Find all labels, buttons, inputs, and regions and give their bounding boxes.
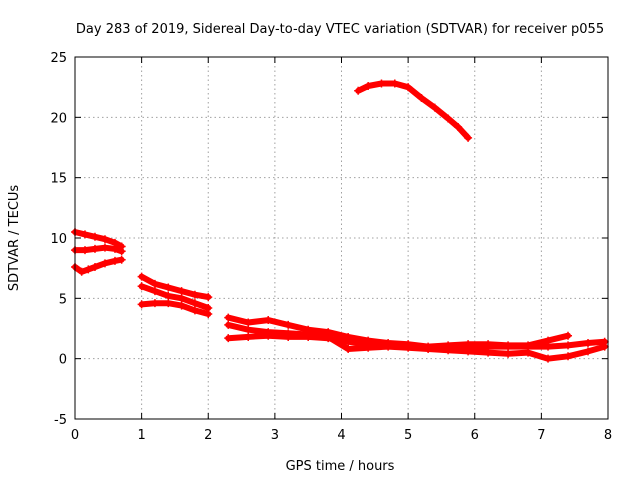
data-point-marker	[364, 343, 373, 352]
data-point-marker	[464, 347, 473, 356]
data-point-marker	[244, 318, 253, 327]
data-point-marker	[190, 290, 199, 299]
plot-frame	[74, 56, 609, 420]
x-tick-label: 4	[337, 428, 345, 443]
data-point-marker	[504, 342, 513, 351]
data-point-marker	[484, 348, 493, 357]
x-tick-label: 8	[604, 428, 612, 443]
data-point-marker	[404, 83, 413, 92]
x-tick-label: 7	[537, 428, 545, 443]
data-point-marker	[354, 86, 363, 95]
data-point-marker	[264, 328, 273, 337]
data-trace-seg2b	[138, 283, 212, 311]
x-tick-label: 0	[71, 428, 79, 443]
data-point-marker	[564, 331, 573, 340]
data-point-marker	[117, 255, 126, 264]
data-point-marker	[564, 341, 573, 350]
y-tick-label: 20	[50, 111, 67, 126]
data-point-marker	[584, 347, 593, 356]
data-point-marker	[244, 332, 253, 341]
data-point-marker	[364, 81, 373, 90]
data-point-marker	[80, 230, 89, 239]
data-point-marker	[384, 342, 393, 351]
y-tick-label: 25	[50, 51, 67, 66]
data-point-marker	[304, 330, 313, 339]
data-point-marker	[190, 299, 199, 308]
data-point-marker	[164, 299, 173, 308]
data-point-marker	[177, 294, 186, 303]
data-point-marker	[584, 338, 593, 347]
data-point-marker	[150, 299, 159, 308]
data-point-marker	[504, 349, 513, 358]
data-point-marker	[424, 345, 433, 354]
x-tick-label: 3	[271, 428, 279, 443]
data-point-marker	[404, 343, 413, 352]
y-axis-label: SDTVAR / TECUs	[7, 185, 22, 292]
data-point-marker	[100, 235, 109, 244]
data-point-marker	[264, 316, 273, 325]
chart-title: Day 283 of 2019, Sidereal Day-to-day VTE…	[76, 22, 604, 37]
data-point-marker	[464, 133, 473, 142]
data-point-marker	[137, 300, 146, 309]
data-point-marker	[564, 352, 573, 361]
data-point-marker	[164, 283, 173, 292]
data-point-marker	[204, 310, 213, 319]
data-point-marker	[544, 354, 553, 363]
x-tick-label: 6	[471, 428, 479, 443]
data-point-marker	[110, 244, 119, 253]
data-point-marker	[224, 334, 233, 343]
data-point-marker	[224, 320, 233, 329]
data-point-marker	[177, 301, 186, 310]
x-tick-label: 1	[137, 428, 145, 443]
data-point-marker	[204, 293, 213, 302]
data-point-marker	[150, 279, 159, 288]
data-point-marker	[284, 320, 293, 329]
data-point-marker	[84, 265, 93, 274]
y-tick-label: 15	[50, 172, 67, 187]
x-tick-label: 2	[204, 428, 212, 443]
y-tick-label: 5	[59, 292, 67, 307]
data-point-marker	[77, 267, 86, 276]
y-tick-label: 0	[59, 353, 67, 368]
data-point-marker	[80, 246, 89, 255]
data-point-marker	[444, 114, 453, 123]
axis-ticks: 0 1 2 3 4 5 6 7 8 -5 0 5 10 15 20 25	[50, 51, 612, 443]
y-tick-label: -5	[54, 413, 67, 428]
data-point-marker	[137, 272, 146, 281]
data-point-marker	[544, 342, 553, 351]
data-point-marker	[164, 291, 173, 300]
data-point-marker	[600, 342, 609, 351]
data-point-marker	[344, 337, 353, 346]
data-point-marker	[417, 94, 426, 103]
data-point-marker	[454, 122, 463, 131]
grid-lines	[75, 57, 608, 419]
data-point-marker	[444, 346, 453, 355]
data-point-marker	[110, 256, 119, 265]
data-point-marker	[224, 313, 233, 322]
data-point-marker	[90, 232, 99, 241]
x-axis-label: GPS time / hours	[286, 459, 395, 474]
data-point-marker	[324, 332, 333, 341]
data-point-marker	[377, 79, 386, 88]
data-point-marker	[284, 329, 293, 338]
data-point-marker	[100, 243, 109, 252]
data-trace-seg4	[355, 80, 472, 141]
data-point-marker	[344, 345, 353, 354]
data-point-marker	[244, 325, 253, 334]
data-point-marker	[90, 244, 99, 253]
data-point-marker	[100, 259, 109, 268]
data-point-marker	[390, 79, 399, 88]
x-tick-label: 5	[404, 428, 412, 443]
data-point-marker	[150, 287, 159, 296]
y-tick-label: 10	[50, 232, 67, 247]
data-traces	[71, 79, 609, 363]
data-point-marker	[524, 348, 533, 357]
data-point-marker	[190, 306, 199, 315]
data-point-marker	[430, 103, 439, 112]
data-point-marker	[90, 262, 99, 271]
data-point-marker	[117, 247, 126, 256]
data-point-marker	[137, 282, 146, 291]
data-point-marker	[177, 287, 186, 296]
